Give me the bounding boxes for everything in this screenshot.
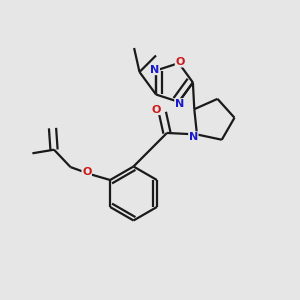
Text: N: N [150,64,159,75]
Text: O: O [82,167,92,177]
Text: N: N [175,99,184,109]
Text: N: N [189,132,198,142]
Text: O: O [175,57,185,67]
Text: O: O [151,105,160,115]
